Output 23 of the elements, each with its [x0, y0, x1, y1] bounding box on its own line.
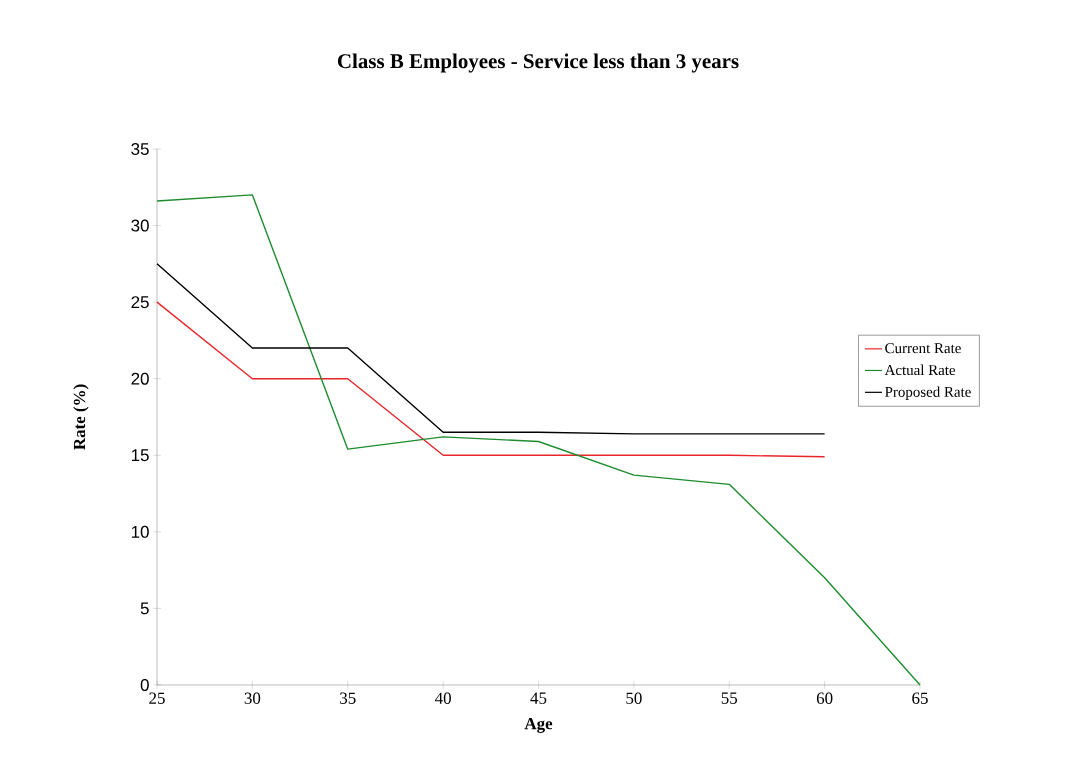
y-tick-label: 20: [131, 372, 149, 385]
y-tick-label: 35: [131, 142, 149, 155]
y-tick-label: 0: [140, 678, 149, 691]
y-tick-label: 5: [140, 602, 149, 615]
legend-label: Current Rate: [885, 343, 961, 354]
y-tick-label: 25: [131, 296, 149, 309]
x-tick-label: 30: [244, 692, 261, 704]
legend-label: Actual Rate: [884, 364, 956, 376]
x-axis-title: Age: [524, 717, 553, 733]
y-axis-title: Rate (%): [73, 384, 89, 450]
x-tick-label: 55: [721, 692, 738, 704]
x-tick-label: 35: [340, 692, 356, 704]
y-tick-label: 10: [131, 525, 149, 538]
x-tick-label: 60: [816, 692, 833, 704]
x-tick-label: 65: [912, 692, 928, 704]
y-tick-label: 15: [131, 449, 149, 462]
y-tick-label: 30: [131, 219, 149, 232]
x-tick-label: 45: [530, 692, 547, 704]
legend-label: Proposed Rate: [885, 386, 971, 400]
x-tick-label: 25: [149, 692, 165, 704]
x-tick-label: 50: [626, 692, 642, 704]
x-tick-label: 40: [434, 692, 451, 704]
chart-title: Class B Employees - Service less than 3 years: [337, 53, 739, 73]
